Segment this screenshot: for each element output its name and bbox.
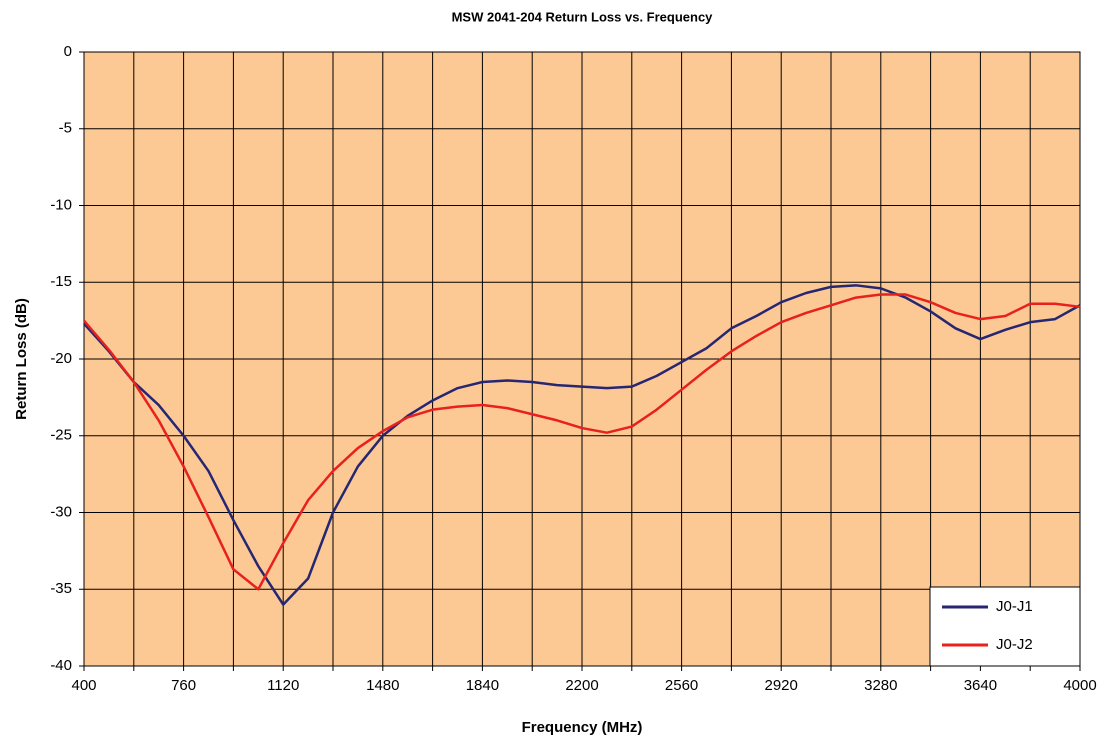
x-tick-label: 1840 xyxy=(466,677,499,694)
x-tick-label: 760 xyxy=(171,677,196,694)
y-tick-label: -10 xyxy=(50,196,72,213)
series-line xyxy=(83,293,1081,591)
legend-box xyxy=(929,586,1081,667)
y-tick-label: 0 xyxy=(64,43,72,60)
y-tick-label: -40 xyxy=(50,657,72,674)
x-tick-label: 2560 xyxy=(665,677,698,694)
x-tick-label: 1120 xyxy=(267,677,299,694)
y-tick-label: -35 xyxy=(50,580,72,597)
x-tick-label: 3640 xyxy=(964,677,997,694)
y-tick-label: -15 xyxy=(50,273,72,290)
y-tick-label: -25 xyxy=(50,427,72,444)
y-tick-label: -20 xyxy=(50,350,72,367)
x-axis-label: Frequency (MHz) xyxy=(522,719,643,736)
legend-label: J0-J1 xyxy=(996,598,1033,615)
x-tick-label: 3280 xyxy=(864,677,897,694)
legend-label: J0-J2 xyxy=(996,636,1033,653)
x-tick-label: 4000 xyxy=(1063,677,1096,694)
x-tick-label: 400 xyxy=(71,677,96,694)
chart-title: MSW 2041-204 Return Loss vs. Frequency xyxy=(452,9,714,24)
x-tick-label: 1480 xyxy=(366,677,399,694)
y-axis-label: Return Loss (dB) xyxy=(13,298,30,420)
x-tick-label: 2920 xyxy=(765,677,798,694)
x-tick-label: 2200 xyxy=(565,677,598,694)
y-tick-label: -30 xyxy=(50,503,72,520)
series-line xyxy=(83,284,1081,606)
y-tick-label: -5 xyxy=(59,120,72,137)
legend: J0-J1 J0-J2 xyxy=(929,586,1081,667)
plot-border xyxy=(83,51,1081,667)
